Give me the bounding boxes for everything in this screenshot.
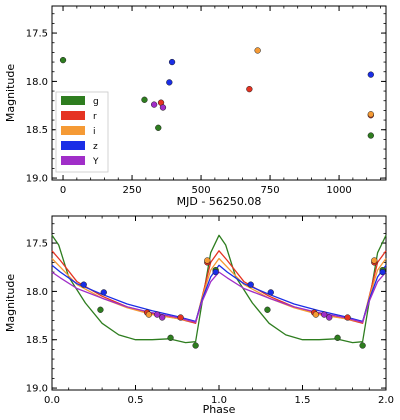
legend-label-g: g bbox=[93, 97, 99, 107]
bottom-model-curves bbox=[51, 234, 387, 344]
x-tick-label: 0.5 bbox=[128, 395, 144, 406]
legend-label-i: i bbox=[93, 127, 96, 137]
data-point bbox=[359, 342, 366, 349]
data-point bbox=[312, 311, 320, 318]
y-tick-label: 17.5 bbox=[26, 29, 48, 40]
y-tick-label: 18.0 bbox=[26, 287, 48, 298]
bottom-plot-frame bbox=[51, 215, 387, 391]
bottom-ticks: 0.0 0.5 1.0 1.5 2.0 17.5 18.0 18.5 19.0 bbox=[26, 216, 394, 406]
top-ticks: 0 250 500 750 1000 17.5 18.0 18.5 19.0 bbox=[26, 6, 386, 196]
data-point bbox=[344, 314, 351, 321]
data-point bbox=[80, 281, 87, 288]
legend-label-r: r bbox=[93, 112, 97, 122]
data-point bbox=[367, 111, 374, 118]
data-point bbox=[326, 314, 333, 321]
data-point bbox=[212, 268, 219, 276]
bottom-data-points bbox=[80, 257, 386, 349]
data-point bbox=[166, 79, 173, 86]
data-point bbox=[97, 306, 104, 313]
legend-label-y: Y bbox=[92, 157, 99, 167]
data-point bbox=[168, 58, 176, 66]
data-point bbox=[100, 289, 107, 296]
bottom-y-axis-label: Magnitude bbox=[4, 274, 17, 333]
y-tick-label: 18.0 bbox=[26, 77, 48, 88]
top-data-points bbox=[59, 47, 374, 139]
model-curve-z bbox=[51, 264, 387, 323]
x-tick-label: 500 bbox=[192, 185, 211, 196]
data-point bbox=[159, 314, 166, 321]
data-point bbox=[59, 56, 67, 64]
x-tick-label: 1.5 bbox=[295, 395, 311, 406]
model-curve-r bbox=[51, 250, 387, 324]
y-tick-label: 18.5 bbox=[26, 125, 48, 136]
x-tick-label: 0 bbox=[60, 185, 66, 196]
legend-swatch-g bbox=[61, 96, 85, 105]
data-point bbox=[141, 96, 148, 103]
x-tick-label: 1.0 bbox=[211, 395, 227, 406]
y-tick-label: 17.5 bbox=[26, 239, 48, 250]
x-tick-label: 750 bbox=[261, 185, 280, 196]
legend-swatch-r bbox=[61, 111, 85, 120]
legend-swatch-i bbox=[61, 126, 85, 135]
top-plot-frame bbox=[51, 5, 387, 181]
x-tick-label: 0.0 bbox=[44, 395, 60, 406]
data-point bbox=[254, 47, 261, 54]
top-x-axis-label: MJD - 56250.08 bbox=[177, 195, 262, 208]
data-point bbox=[177, 314, 184, 321]
data-point bbox=[167, 334, 174, 341]
data-point bbox=[379, 268, 386, 276]
data-point bbox=[367, 71, 374, 78]
data-point bbox=[247, 281, 254, 288]
model-curve-g bbox=[51, 234, 387, 344]
data-point bbox=[204, 257, 211, 264]
data-point bbox=[154, 311, 161, 318]
legend-swatch-z bbox=[61, 141, 85, 150]
data-point bbox=[367, 132, 374, 139]
data-point bbox=[155, 124, 162, 131]
y-tick-label: 19.0 bbox=[26, 174, 48, 185]
data-point bbox=[334, 334, 341, 341]
x-tick-label: 2.0 bbox=[378, 395, 394, 406]
y-tick-label: 19.0 bbox=[26, 384, 48, 395]
data-point bbox=[145, 311, 153, 318]
top-panel-mjd-scatter: 0 250 500 750 1000 17.5 18.0 18.5 19.0 MJD - 562… bbox=[4, 5, 387, 208]
data-point bbox=[159, 104, 167, 111]
data-point bbox=[321, 311, 328, 318]
data-point bbox=[267, 289, 274, 296]
bottom-x-axis-label: Phase bbox=[203, 403, 236, 416]
y-tick-label: 18.5 bbox=[26, 335, 48, 346]
legend-swatch-y bbox=[61, 156, 85, 165]
bottom-panel-phase-lightcurve: 0.0 0.5 1.0 1.5 2.0 17.5 18.0 18.5 19.0 Phase Ma… bbox=[4, 215, 394, 416]
data-point bbox=[264, 306, 271, 313]
data-point bbox=[150, 101, 158, 108]
x-tick-label: 250 bbox=[123, 185, 142, 196]
top-y-axis-label: Magnitude bbox=[4, 64, 17, 123]
legend-label-z: z bbox=[93, 142, 98, 152]
model-curve-y bbox=[51, 271, 387, 323]
data-point bbox=[371, 257, 378, 264]
data-point bbox=[246, 85, 253, 93]
data-point bbox=[192, 342, 199, 349]
x-tick-label: 1000 bbox=[326, 185, 351, 196]
